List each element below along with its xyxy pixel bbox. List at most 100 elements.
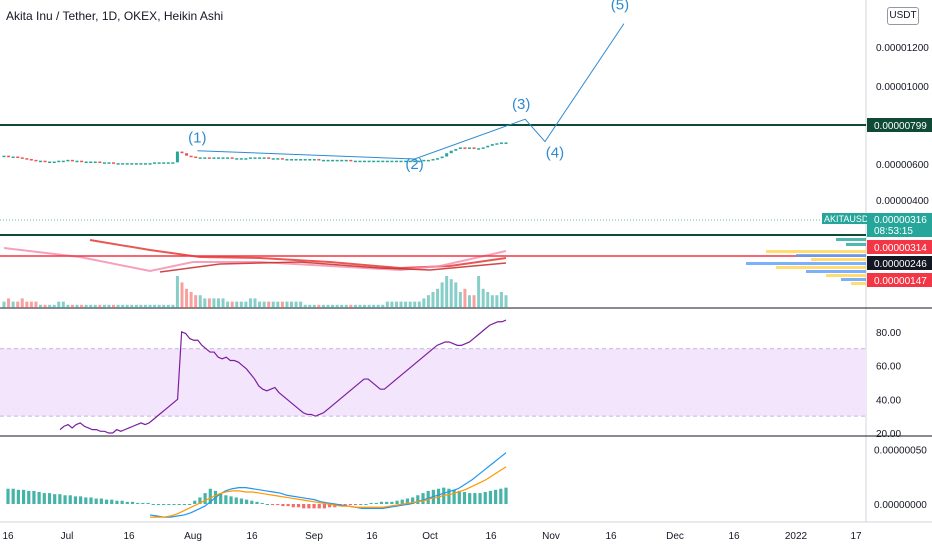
candle: [495, 143, 499, 145]
volume-bar: [385, 301, 389, 308]
macd-histogram-bar: [260, 502, 264, 504]
volume-bar: [20, 298, 24, 308]
macd-histogram-bar: [84, 497, 88, 504]
volume-bar: [458, 292, 462, 308]
volume-bar: [454, 282, 458, 308]
volume-bar: [436, 288, 440, 308]
price-tag: [867, 118, 932, 132]
volume-bar: [499, 292, 503, 308]
volume-profile-bar: [776, 266, 866, 269]
candle: [490, 144, 494, 146]
macd-histogram-bar: [457, 490, 461, 504]
candle: [80, 160, 84, 163]
volume-bar: [285, 301, 289, 308]
volume-bar: [11, 301, 15, 308]
macd-histogram-bar: [130, 501, 135, 504]
volume-bar: [61, 301, 65, 308]
volume-bar: [490, 295, 494, 308]
volume-profile-bar: [811, 258, 866, 261]
volume-bar: [226, 301, 230, 308]
candle: [203, 157, 207, 159]
candle: [143, 163, 147, 165]
candle: [426, 159, 430, 162]
macd-histogram-bar: [468, 493, 472, 504]
candle: [422, 159, 426, 162]
macd-histogram-bar: [16, 489, 20, 504]
volume-bar: [477, 276, 481, 308]
volume-bar: [48, 304, 52, 308]
volume-bar: [29, 301, 33, 308]
candle: [157, 162, 161, 164]
volume-bar: [130, 304, 134, 308]
volume-bar: [294, 301, 298, 308]
candle: [16, 156, 20, 159]
candle: [372, 160, 376, 163]
macd-histogram-bar: [151, 504, 155, 505]
candle: [39, 160, 43, 163]
macd-histogram-bar: [317, 504, 321, 509]
macd-histogram-bar: [374, 502, 378, 504]
volume-bar: [70, 304, 74, 308]
candle: [166, 162, 170, 164]
macd-histogram-bar: [99, 498, 103, 504]
macd-histogram-bar: [395, 500, 399, 504]
macd-histogram-bar: [359, 504, 363, 505]
volume-profile-bar: [826, 274, 866, 277]
candle: [394, 160, 398, 163]
volume-bar: [112, 304, 116, 308]
candle: [230, 157, 234, 159]
volume-bar: [2, 301, 6, 308]
volume-bar: [134, 304, 138, 308]
macd-histogram-bar: [245, 499, 249, 504]
candle: [216, 157, 220, 159]
candle: [299, 159, 303, 161]
candle: [358, 160, 362, 163]
macd-histogram-bar: [312, 504, 316, 509]
macd-histogram-bar: [478, 493, 482, 504]
macd-histogram-bar: [156, 504, 161, 505]
volume-bar: [376, 304, 380, 308]
volume-bar: [34, 301, 38, 308]
macd-histogram-bar: [405, 498, 410, 504]
macd-histogram-bar: [219, 493, 223, 504]
macd-histogram-bar: [172, 504, 176, 505]
macd-histogram-bar: [353, 504, 358, 506]
macd-histogram-bar: [473, 493, 477, 504]
volume-bar: [43, 304, 47, 308]
candle: [285, 159, 289, 161]
candle: [43, 160, 47, 163]
price-tag: [867, 256, 932, 270]
candle: [48, 161, 52, 164]
volume-bar: [271, 301, 275, 308]
macd-histogram-bar: [203, 493, 207, 504]
candle: [221, 157, 225, 159]
candle: [467, 147, 471, 149]
candle: [385, 160, 389, 163]
macd-histogram-bar: [110, 499, 114, 504]
macd-histogram-bar: [348, 504, 352, 506]
candle: [317, 159, 321, 161]
currency-selector[interactable]: USDT: [887, 7, 919, 25]
volume-bar: [52, 304, 56, 308]
macd-histogram-bar: [291, 504, 295, 508]
candle: [390, 160, 394, 163]
candle: [29, 159, 33, 161]
candle: [239, 158, 243, 160]
macd-histogram-bar: [167, 504, 171, 505]
candle: [290, 159, 294, 161]
candle: [331, 159, 335, 162]
time-tick-label: 16: [123, 531, 135, 542]
candle: [499, 142, 503, 144]
candle: [162, 162, 166, 164]
macd-histogram-bar: [32, 490, 36, 504]
volume-bar: [39, 304, 43, 308]
macd-histogram-bar: [504, 487, 508, 504]
candle: [112, 162, 116, 164]
macd-histogram-bar: [239, 498, 244, 504]
time-tick-label: 16: [485, 531, 497, 542]
macd-histogram-bar: [421, 493, 425, 504]
time-tick-label: 16: [246, 531, 258, 542]
candle: [271, 158, 275, 160]
